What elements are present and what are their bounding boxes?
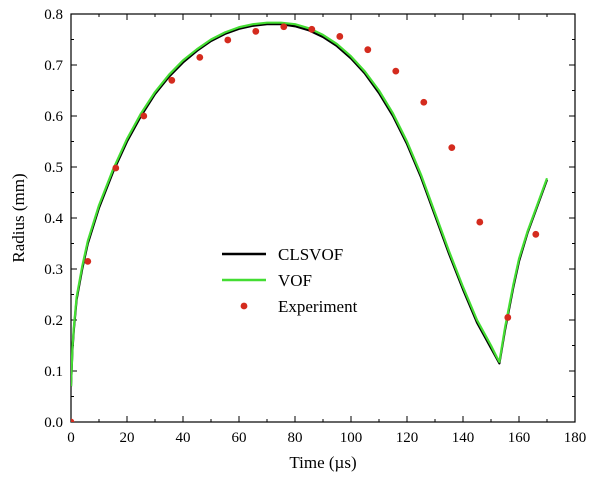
x-axis-title: Time (µs) xyxy=(289,453,356,472)
y-tick-label: 0.3 xyxy=(44,262,63,278)
legend-label-experiment: Experiment xyxy=(278,297,358,316)
data-point-experiment xyxy=(504,314,512,321)
data-point-experiment xyxy=(140,112,148,120)
data-point-experiment xyxy=(364,46,372,54)
series-line-clsvof xyxy=(71,23,549,387)
data-point-experiment xyxy=(476,218,484,226)
x-tick-label: 40 xyxy=(176,430,191,446)
legend-label-clsvof: CLSVOF xyxy=(278,245,343,264)
data-point-experiment xyxy=(280,23,288,31)
y-tick-label: 0.2 xyxy=(44,313,63,329)
data-point-experiment xyxy=(392,67,400,75)
data-point-experiment xyxy=(448,144,456,152)
x-tick-label: 20 xyxy=(120,430,135,446)
data-point-experiment xyxy=(252,27,260,35)
series-line-vof xyxy=(71,21,549,387)
y-tick-label: 0.4 xyxy=(44,211,63,227)
data-point-experiment xyxy=(84,257,92,265)
x-tick-label: 80 xyxy=(288,430,303,446)
y-tick-label: 0.1 xyxy=(44,364,63,380)
legend: CLSVOF VOF Experiment xyxy=(222,245,358,316)
data-point-experiment xyxy=(112,164,120,172)
y-axis-title: Radius (mm) xyxy=(9,173,28,262)
x-tick-label: 60 xyxy=(232,430,247,446)
data-point-experiment xyxy=(420,98,428,106)
y-tick-label: 0.8 xyxy=(44,7,63,23)
y-tick-label: 0.5 xyxy=(44,160,63,176)
y-tick-label: 0.0 xyxy=(44,415,63,431)
data-point-experiment xyxy=(532,230,540,238)
data-point-experiment xyxy=(336,33,344,40)
legend-label-vof: VOF xyxy=(278,271,312,290)
x-tick-label: 160 xyxy=(508,430,531,446)
data-point-experiment xyxy=(71,418,75,422)
legend-swatch-experiment xyxy=(240,302,248,310)
y-tick-label: 0.6 xyxy=(44,109,63,125)
x-tick-label: 120 xyxy=(396,430,419,446)
data-point-experiment xyxy=(196,53,204,61)
x-tick-label: 180 xyxy=(564,430,587,446)
data-point-experiment xyxy=(168,76,176,84)
y-tick-label: 0.7 xyxy=(44,58,63,74)
x-tick-label: 100 xyxy=(340,430,363,446)
x-tick-label: 140 xyxy=(452,430,475,446)
data-point-experiment xyxy=(308,25,316,33)
series-group xyxy=(71,21,549,422)
x-tick-label: 0 xyxy=(67,430,75,446)
data-point-experiment xyxy=(224,36,232,44)
